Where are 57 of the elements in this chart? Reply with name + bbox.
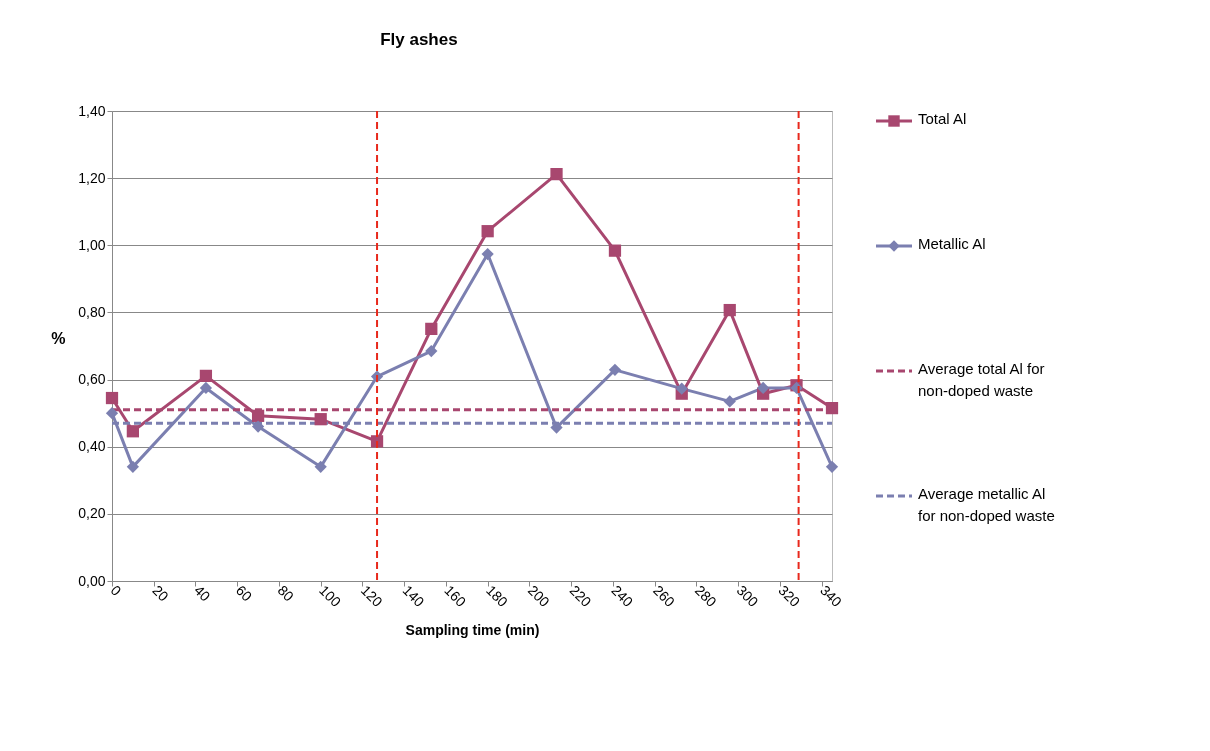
x-tick-label: 220 bbox=[566, 582, 595, 611]
x-tick-label: 120 bbox=[357, 582, 386, 611]
chart-title: Fly ashes bbox=[380, 29, 458, 49]
y-tick-label: 0,00 bbox=[78, 572, 106, 589]
x-tick-label: 300 bbox=[733, 582, 762, 611]
point bbox=[199, 381, 213, 395]
point bbox=[425, 322, 438, 335]
x-tick-label: 140 bbox=[399, 582, 428, 611]
point bbox=[425, 344, 438, 358]
point bbox=[199, 369, 213, 382]
point bbox=[105, 407, 119, 420]
legend-label: Average metallic Al for non-doped waste bbox=[918, 485, 1055, 524]
legend-label: Metallic Al bbox=[918, 235, 986, 252]
x-tick-label: 20 bbox=[149, 582, 172, 605]
y-tick-label: 0,80 bbox=[78, 303, 106, 320]
point bbox=[723, 303, 736, 317]
y-tick-label: 1,20 bbox=[78, 169, 106, 186]
legend-label: Average total Al for non-doped waste bbox=[918, 360, 1045, 399]
x-tick-label: 340 bbox=[817, 582, 846, 611]
y-tick-label: 0,60 bbox=[78, 371, 106, 388]
point bbox=[481, 247, 494, 261]
legend-label: Total Al bbox=[918, 110, 967, 127]
y-tick-label: 1,40 bbox=[78, 102, 106, 119]
point bbox=[126, 460, 139, 473]
x-tick-label: 40 bbox=[191, 582, 214, 605]
x-tick-label: 100 bbox=[316, 582, 345, 611]
y-tick-label: 1,00 bbox=[78, 236, 106, 253]
point bbox=[825, 401, 839, 415]
point bbox=[251, 409, 265, 422]
x-tick-label: 60 bbox=[232, 582, 256, 605]
point bbox=[481, 225, 494, 238]
y-tick-label: 0,20 bbox=[78, 505, 106, 522]
point bbox=[314, 413, 327, 426]
x-tick-label: 80 bbox=[274, 582, 297, 605]
x-tick-label: 240 bbox=[608, 582, 637, 611]
point bbox=[126, 425, 139, 438]
point bbox=[675, 382, 688, 395]
x-axis-title: Sampling time (min) bbox=[405, 621, 540, 638]
point bbox=[550, 167, 563, 181]
x-tick-label: 180 bbox=[483, 582, 512, 611]
point bbox=[757, 381, 770, 395]
point bbox=[314, 460, 327, 473]
y-tick-label: 0,40 bbox=[78, 438, 106, 455]
point bbox=[608, 244, 622, 257]
y-axis-title: % bbox=[51, 329, 66, 347]
x-tick-label: 160 bbox=[441, 582, 470, 611]
point bbox=[251, 420, 265, 433]
point bbox=[105, 391, 119, 405]
point bbox=[608, 363, 622, 376]
x-tick-label: 280 bbox=[691, 582, 720, 611]
x-tick-label: 200 bbox=[524, 582, 553, 611]
point bbox=[723, 395, 736, 408]
point bbox=[550, 421, 563, 434]
x-tick-label: 0 bbox=[107, 582, 125, 600]
point bbox=[825, 460, 839, 473]
x-tick-label: 260 bbox=[650, 582, 679, 611]
x-tick-label: 320 bbox=[775, 582, 804, 611]
